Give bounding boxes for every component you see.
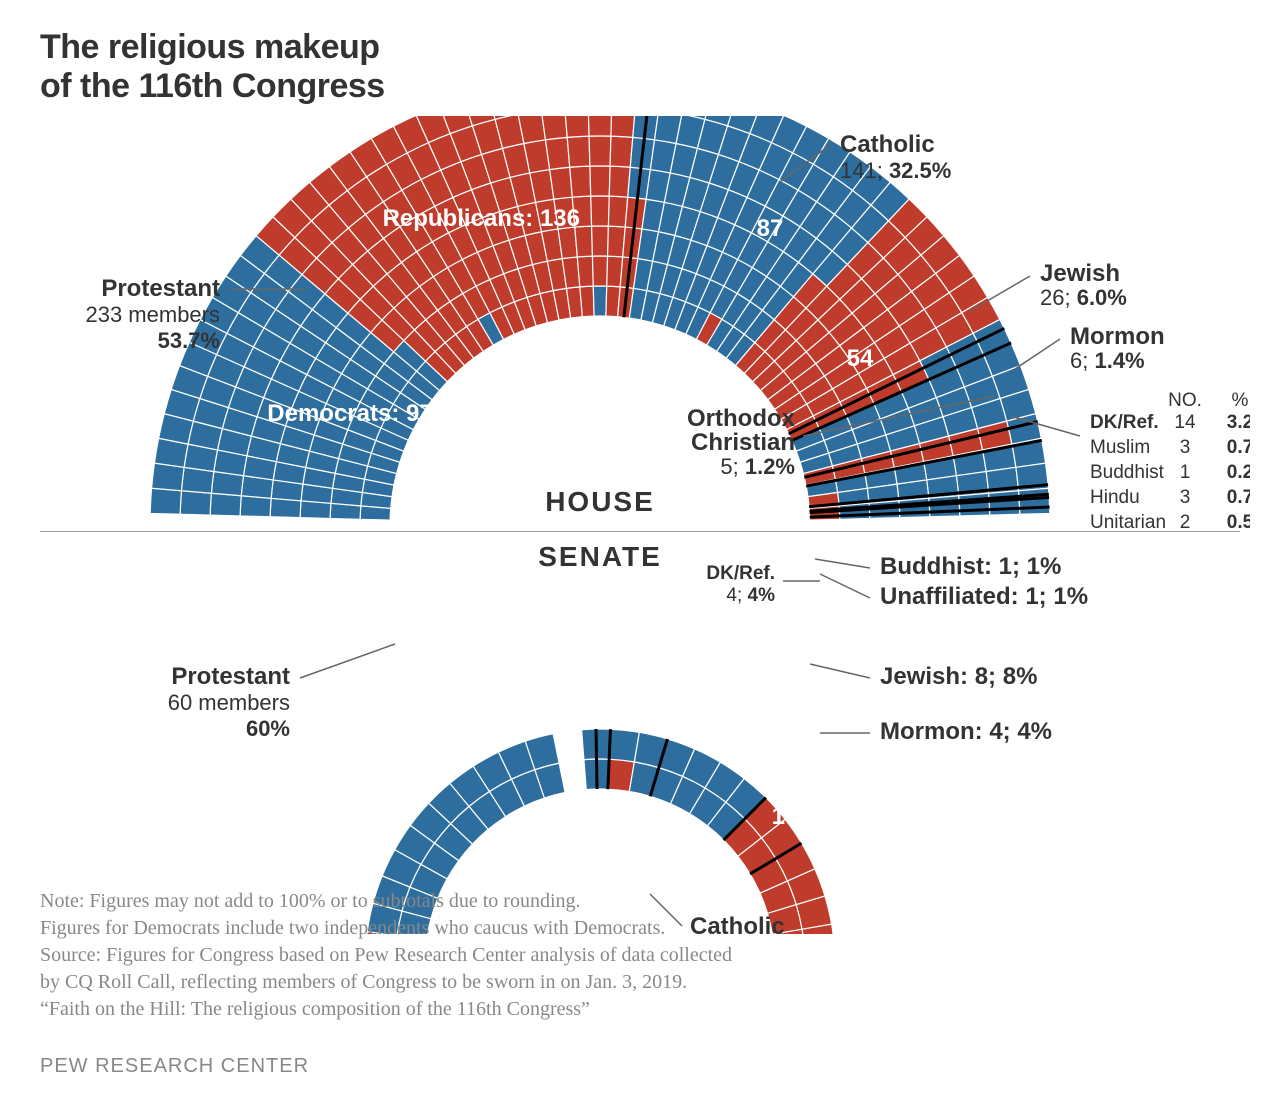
- svg-text:Unaffiliated: 1; 1%: Unaffiliated: 1; 1%: [880, 583, 1088, 610]
- svg-text:233 members: 233 members: [85, 302, 220, 327]
- charts-area: HOUSE Republicans: 136 Democrats: 97 87 54 Pr…: [40, 116, 1240, 936]
- svg-text:Buddhist: 1; 1%: Buddhist: 1; 1%: [880, 553, 1061, 580]
- svg-text:Catholic: Catholic: [840, 131, 935, 158]
- svg-text:0.7: 0.7: [1227, 437, 1250, 458]
- svg-text:3: 3: [1180, 487, 1191, 508]
- svg-text:Republicans: 136: Republicans: 136: [383, 205, 580, 232]
- svg-text:Orthodox: Orthodox: [687, 405, 796, 432]
- source-line: PEW RESEARCH CENTER: [40, 1053, 940, 1080]
- note-line: Source: Figures for Congress based on Pe…: [40, 942, 940, 969]
- note-line: Note: Figures may not add to 100% or to …: [40, 888, 940, 915]
- svg-text:3.2: 3.2: [1227, 412, 1250, 433]
- svg-text:SENATE: SENATE: [538, 541, 662, 572]
- svg-text:Unitarian: Unitarian: [1090, 512, 1166, 533]
- svg-text:141; 32.5%: 141; 32.5%: [840, 158, 951, 183]
- svg-text:60 members: 60 members: [168, 690, 290, 715]
- svg-text:Mormon: Mormon: [1070, 323, 1165, 350]
- svg-text:6; 1.4%: 6; 1.4%: [1070, 348, 1145, 373]
- senate-chart: SENATE20401210Protestant60 members60%Cat…: [40, 534, 1250, 934]
- svg-text:53.7%: 53.7%: [158, 328, 220, 353]
- figure-root: The religious makeup of the 116th Congre…: [0, 0, 1281, 1120]
- svg-text:0.5: 0.5: [1227, 512, 1250, 533]
- svg-text:0.7: 0.7: [1227, 487, 1250, 508]
- svg-text:3: 3: [1180, 437, 1191, 458]
- svg-text:HOUSE: HOUSE: [545, 486, 655, 517]
- svg-text:Buddhist: Buddhist: [1090, 462, 1165, 483]
- note-line: by CQ Roll Call, reflecting members of C…: [40, 969, 940, 996]
- svg-text:NO.: NO.: [1168, 390, 1202, 411]
- svg-text:Christian: Christian: [691, 429, 795, 456]
- svg-text:5; 1.2%: 5; 1.2%: [720, 454, 795, 479]
- title-line-2: of the 116th Congress: [40, 67, 385, 105]
- svg-text:%: %: [1232, 390, 1249, 411]
- svg-text:Protestant: Protestant: [101, 275, 220, 302]
- svg-text:Protestant: Protestant: [171, 663, 290, 690]
- svg-text:2: 2: [1180, 512, 1191, 533]
- svg-text:Jewish: Jewish: [1040, 260, 1120, 287]
- house-chart: HOUSE Republicans: 136 Democrats: 97 87 54 Pr…: [40, 116, 1250, 546]
- figure-title: The religious makeup of the 116th Congre…: [40, 28, 1241, 106]
- note-line: “Faith on the Hill: The religious compos…: [40, 996, 940, 1023]
- note-line: Figures for Democrats include two indepe…: [40, 915, 940, 942]
- svg-text:4; 4%: 4; 4%: [726, 585, 775, 606]
- svg-text:54: 54: [847, 345, 874, 372]
- svg-text:1: 1: [1180, 462, 1191, 483]
- svg-text:Hindu: Hindu: [1090, 487, 1140, 508]
- svg-text:87: 87: [757, 215, 784, 242]
- title-line-1: The religious makeup: [40, 28, 380, 66]
- svg-text:26; 6.0%: 26; 6.0%: [1040, 285, 1127, 310]
- svg-text:0.2: 0.2: [1227, 462, 1250, 483]
- svg-text:Muslim: Muslim: [1090, 437, 1150, 458]
- svg-text:Mormon: 4; 4%: Mormon: 4; 4%: [880, 718, 1052, 745]
- svg-text:60%: 60%: [246, 716, 290, 741]
- svg-text:Jewish: 8; 8%: Jewish: 8; 8%: [880, 663, 1037, 690]
- svg-text:14: 14: [1174, 412, 1196, 433]
- footnotes: Note: Figures may not add to 100% or to …: [40, 888, 940, 1080]
- svg-text:20: 20: [417, 593, 444, 620]
- svg-text:Democrats: 97: Democrats: 97: [267, 400, 432, 427]
- svg-text:DK/Ref.: DK/Ref.: [706, 563, 775, 584]
- svg-text:DK/Ref.: DK/Ref.: [1090, 412, 1159, 433]
- svg-text:10: 10: [772, 803, 799, 830]
- divider-line: [40, 531, 1240, 532]
